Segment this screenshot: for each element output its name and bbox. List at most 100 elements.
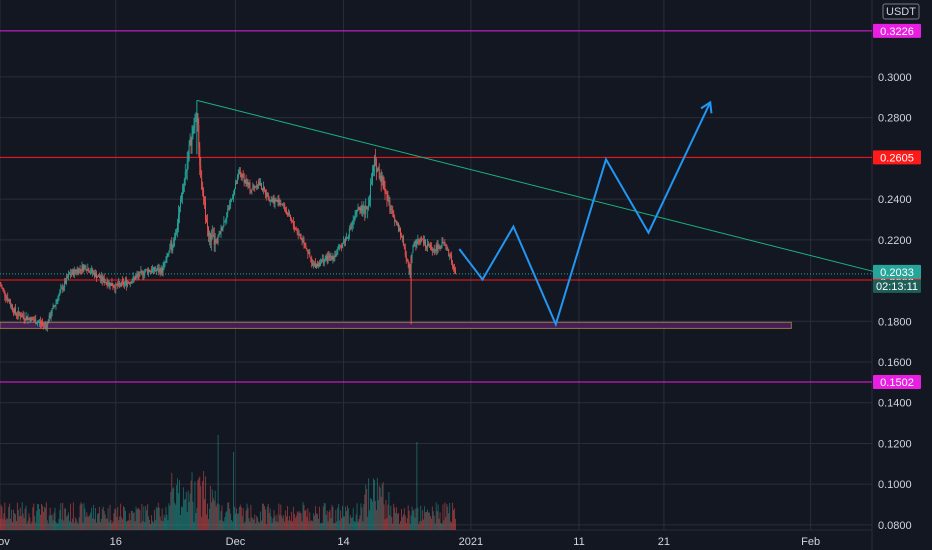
candle-body	[38, 322, 40, 323]
volume-bar	[293, 513, 295, 530]
volume-bar	[187, 490, 189, 530]
volume-bar	[68, 512, 69, 530]
volume-bar	[325, 514, 327, 530]
candle-body	[147, 269, 149, 273]
candle-body	[142, 271, 144, 276]
candle-body	[420, 238, 422, 243]
candle-body	[212, 235, 214, 236]
candle-body	[253, 185, 255, 187]
volume-bar	[40, 514, 41, 530]
candle-body	[310, 257, 312, 259]
candle-body	[391, 209, 393, 211]
candle-body	[227, 208, 229, 214]
volume-bar	[77, 523, 79, 530]
candle-body	[191, 134, 193, 146]
volume-bar	[130, 511, 132, 530]
volume-bar	[389, 515, 391, 530]
price-badge-label: 0.2605	[880, 152, 914, 164]
volume-bar	[420, 505, 422, 530]
candle-body	[25, 316, 27, 321]
volume-bar	[225, 512, 227, 530]
candle-body	[286, 210, 288, 215]
candle-body	[275, 199, 277, 201]
candle-body	[386, 193, 388, 200]
volume-bar	[349, 515, 351, 530]
candle-body	[425, 240, 427, 247]
volume-bar	[238, 507, 240, 530]
candle-body	[176, 230, 178, 233]
support-zone-rect	[0, 321, 792, 329]
volume-bar	[59, 510, 61, 530]
volume-bar	[142, 521, 144, 530]
volume-bar	[399, 523, 400, 530]
volume-bar	[311, 520, 313, 530]
candle-body	[252, 185, 254, 189]
price-tick-label: 0.3000	[878, 72, 912, 84]
candle-body	[27, 317, 29, 320]
volume-bar	[134, 521, 136, 530]
candle-body	[359, 207, 361, 211]
candle-body	[202, 188, 204, 190]
candle-body	[112, 285, 114, 287]
time-axis[interactable]: Nov 16 Dec 14 2021 11 21 Feb	[0, 536, 820, 548]
candle-body	[440, 247, 442, 249]
volume-bar	[416, 442, 418, 530]
projection-path[interactable]	[458, 100, 713, 328]
price-axis[interactable]: 0.3000 0.2800 0.2400 0.2200 0.1800 0.1600 0.14…	[878, 72, 912, 532]
candle-body	[423, 239, 425, 244]
candle-body	[343, 241, 344, 244]
candle-body	[366, 206, 368, 210]
volume-bar	[369, 510, 371, 530]
volume-bar	[262, 503, 263, 530]
candle-body	[228, 208, 230, 210]
volume-bar	[60, 503, 62, 530]
candle-body	[444, 241, 446, 244]
candle-body	[133, 277, 135, 278]
horizontal-levels[interactable]	[0, 30, 872, 383]
volume-bar	[214, 490, 216, 530]
price-tick-label: 0.0800	[878, 520, 912, 532]
volume-bar	[376, 477, 378, 530]
candle-body	[47, 321, 49, 323]
volume-bar	[100, 518, 102, 530]
volume-bar	[82, 522, 84, 530]
trendline[interactable]	[196, 99, 888, 276]
candle-body	[136, 275, 138, 277]
candle-body	[185, 171, 187, 173]
candle-body	[32, 318, 34, 321]
volume-bar	[151, 515, 152, 530]
candle-body	[300, 236, 302, 239]
candle-body	[120, 284, 122, 286]
candle-body	[411, 252, 413, 259]
candle-body	[317, 264, 318, 267]
candle-body	[266, 192, 268, 197]
volume-bar	[52, 520, 54, 530]
candle-body	[271, 199, 273, 202]
volume-bar	[144, 521, 146, 530]
candle-body	[36, 323, 38, 325]
volume-bar	[0, 504, 2, 530]
candle-body	[273, 199, 275, 204]
volume-bars	[0, 435, 456, 530]
candle-body	[240, 174, 242, 177]
candle-body	[426, 246, 427, 248]
time-tick-label: Nov	[0, 536, 10, 548]
volume-bar	[55, 521, 57, 530]
volume-bar	[201, 516, 203, 530]
volume-bar	[341, 518, 343, 530]
candle-body	[284, 204, 286, 211]
candle-body	[137, 275, 139, 277]
candle-body	[375, 159, 377, 173]
candle-body	[100, 275, 102, 279]
volume-bar	[231, 519, 233, 530]
volume-bar	[197, 480, 199, 530]
candle-body	[135, 276, 137, 280]
volume-bar	[7, 518, 9, 530]
volume-bar	[180, 506, 182, 530]
volume-bar	[222, 520, 224, 530]
volume-bar	[412, 510, 414, 530]
volume-bar	[296, 511, 298, 530]
candle-body	[387, 199, 389, 201]
volume-bar	[428, 512, 430, 530]
